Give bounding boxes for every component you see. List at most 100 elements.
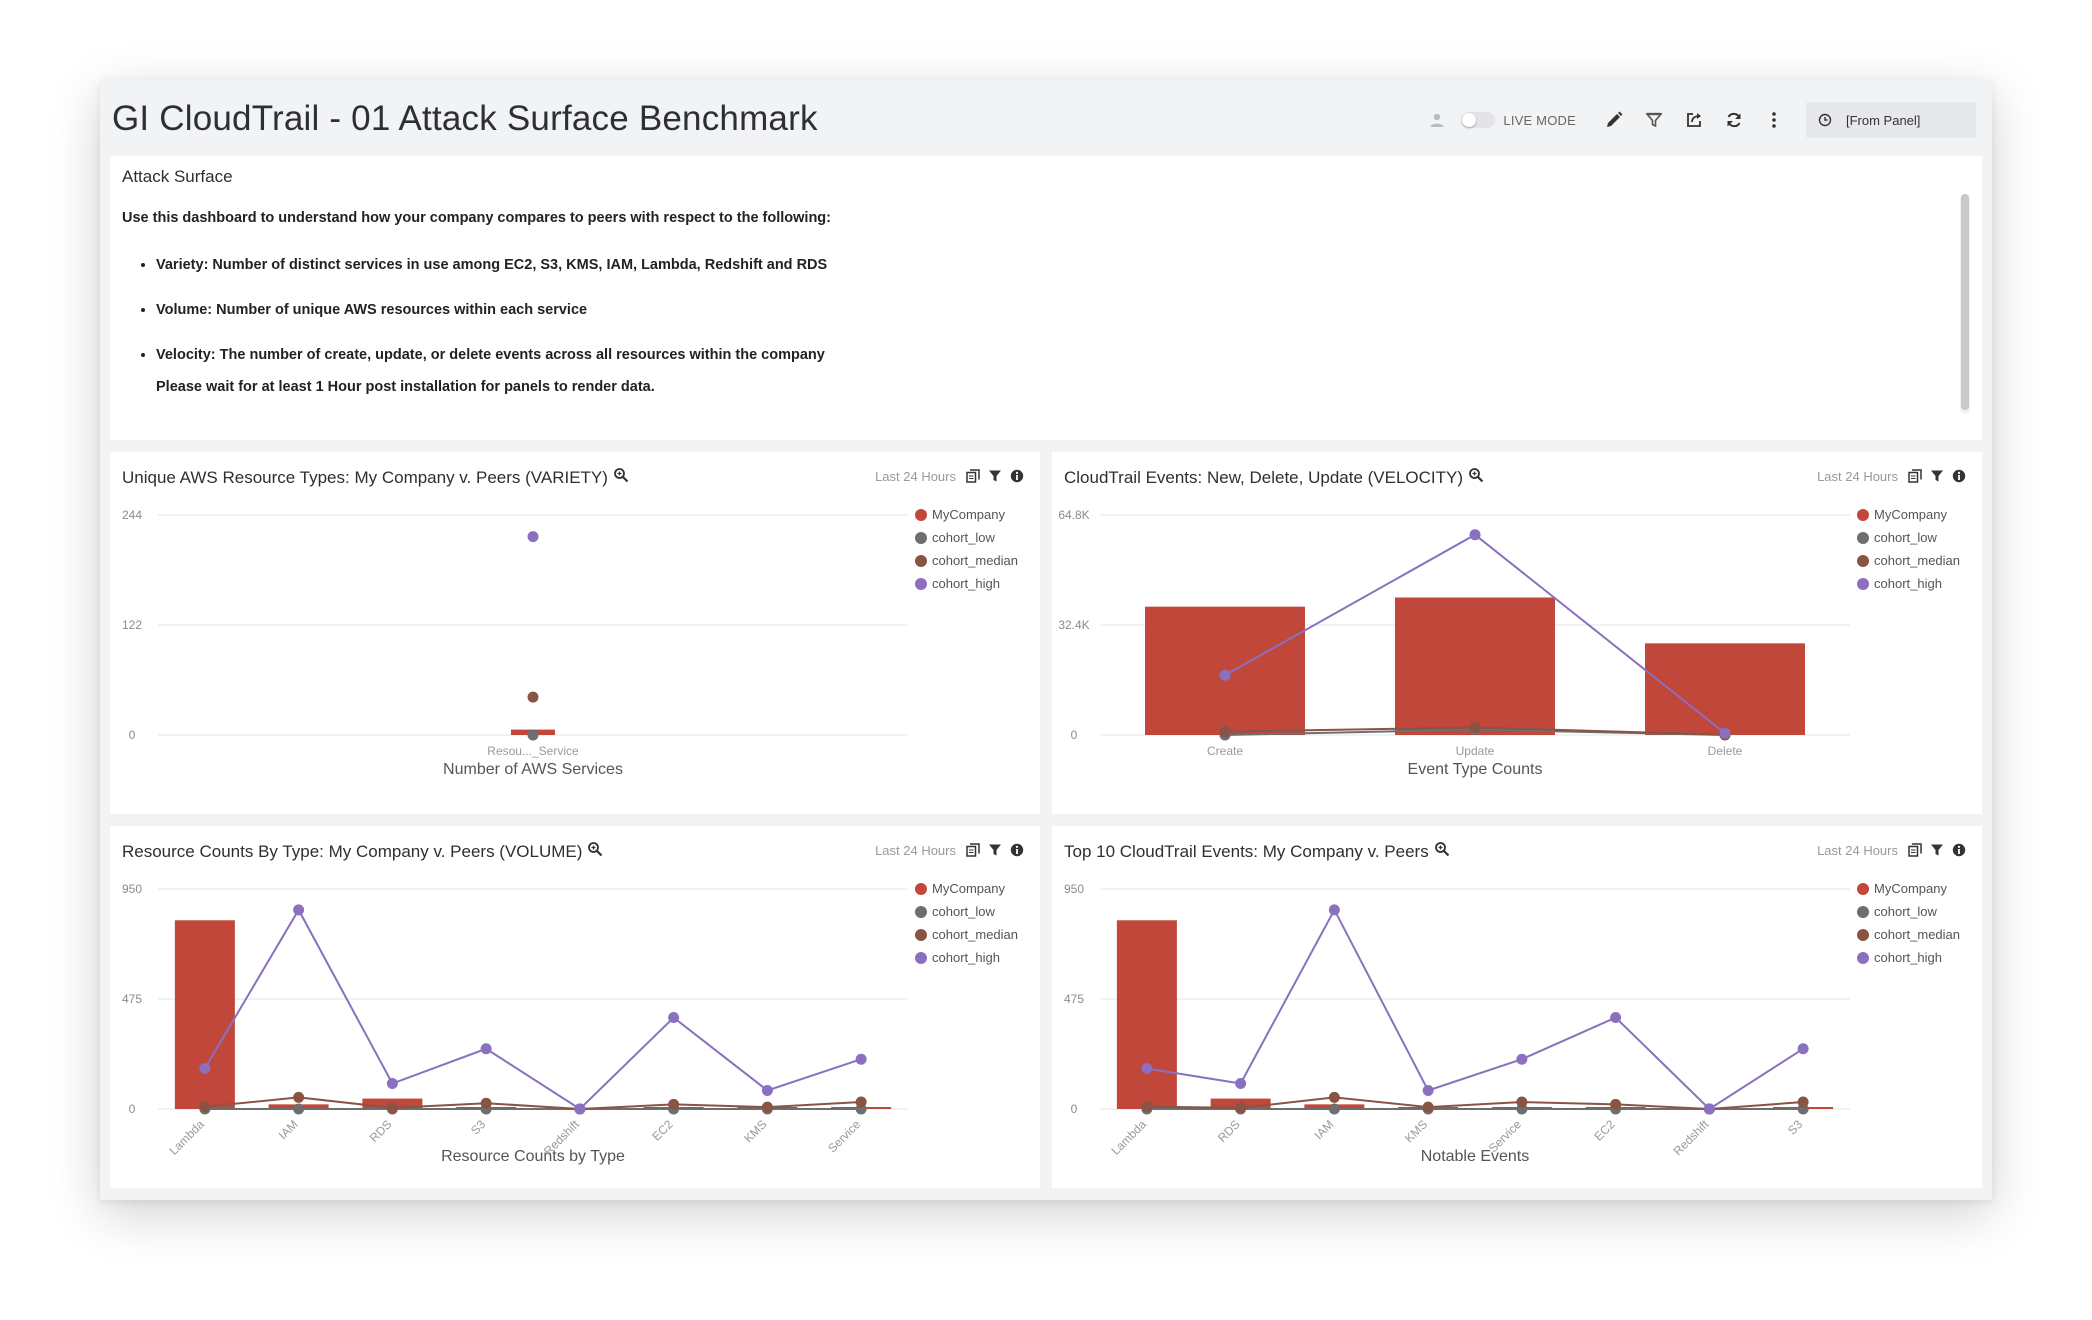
copy-icon[interactable] xyxy=(1904,468,1926,484)
y-tick-label: 950 xyxy=(122,882,142,896)
legend-dot xyxy=(915,577,927,590)
legend-item-mycompany[interactable]: MyCompany xyxy=(915,877,1018,900)
text-panel-scrollbar[interactable] xyxy=(1960,194,1970,414)
panel-velocity: CloudTrail Events: New, Delete, Update (… xyxy=(1052,452,1982,814)
x-axis-title: Notable Events xyxy=(1420,1148,1530,1165)
zoom-icon[interactable] xyxy=(582,841,603,862)
x-tick-label: KMS xyxy=(1402,1117,1430,1145)
y-tick-label: 64.8K xyxy=(1058,508,1089,522)
info-icon[interactable] xyxy=(1948,468,1970,484)
live-mode-label: LIVE MODE xyxy=(1503,112,1576,128)
legend-item-cohort-high[interactable]: cohort_high xyxy=(915,946,1018,969)
legend-item-cohort-high[interactable]: cohort_high xyxy=(915,572,1018,595)
legend-item-cohort-high[interactable]: cohort_high xyxy=(1857,572,1960,595)
y-tick-label: 475 xyxy=(122,992,142,1006)
x-tick-label: S3 xyxy=(468,1117,489,1138)
info-icon[interactable] xyxy=(1006,468,1028,484)
chart-svg: 0 122 244 Resou..._Service xyxy=(122,508,908,758)
more-options-button[interactable] xyxy=(1754,102,1794,138)
legend-item-cohort-low[interactable]: cohort_low xyxy=(1857,526,1960,549)
zoom-icon[interactable] xyxy=(608,467,629,488)
legend-label: cohort_median xyxy=(1874,553,1960,568)
edit-button[interactable] xyxy=(1594,102,1634,138)
point-cohort-high xyxy=(1719,727,1731,739)
filter-button[interactable] xyxy=(1634,102,1674,138)
legend-label: cohort_low xyxy=(932,530,995,545)
legend-dot xyxy=(915,882,927,895)
legend-item-cohort-median[interactable]: cohort_median xyxy=(1857,549,1960,572)
share-button[interactable] xyxy=(1674,102,1714,138)
legend-item-mycompany[interactable]: MyCompany xyxy=(1857,877,1960,900)
legend-label: cohort_high xyxy=(1874,576,1942,591)
point-cohort-low xyxy=(527,729,539,741)
filter-icon[interactable] xyxy=(984,468,1006,484)
panel-meta: Last 24 Hours xyxy=(875,842,1028,858)
legend-item-cohort-median[interactable]: cohort_median xyxy=(915,923,1018,946)
copy-icon[interactable] xyxy=(1904,842,1926,858)
filter-icon[interactable] xyxy=(1926,468,1948,484)
panel-top-events: Top 10 CloudTrail Events: My Company v. … xyxy=(1052,826,1982,1188)
legend-dot xyxy=(1857,951,1869,964)
copy-icon[interactable] xyxy=(962,468,984,484)
zoom-icon[interactable] xyxy=(1463,467,1484,488)
x-tick-label: S3 xyxy=(1785,1117,1806,1138)
legend-label: MyCompany xyxy=(932,881,1005,896)
note-text: Please wait for at least 1 Hour post ins… xyxy=(156,379,655,395)
live-mode-toggle[interactable] xyxy=(1461,112,1496,128)
dashboard-frame: GI CloudTrail - 01 Attack Surface Benchm… xyxy=(100,80,1992,1200)
time-range-label: [From Panel] xyxy=(1846,112,1921,128)
filter-icon[interactable] xyxy=(984,842,1006,858)
panel-title: Unique AWS Resource Types: My Company v.… xyxy=(122,467,629,488)
legend-label: MyCompany xyxy=(1874,507,1947,522)
x-axis-title: Event Type Counts xyxy=(1407,761,1543,778)
point-cohort-high xyxy=(527,531,539,543)
scrollbar-thumb[interactable] xyxy=(1961,194,1969,410)
legend-label: cohort_low xyxy=(932,904,995,919)
legend-item-mycompany[interactable]: MyCompany xyxy=(915,503,1018,526)
point-cohort-high xyxy=(293,904,305,916)
chart-legend: MyCompany cohort_low cohort_median cohort_h… xyxy=(915,503,1018,595)
panel-title: CloudTrail Events: New, Delete, Update (… xyxy=(1064,467,1484,488)
point-cohort-high xyxy=(1219,669,1231,681)
legend-item-cohort-low[interactable]: cohort_low xyxy=(1857,900,1960,923)
legend-item-cohort-median[interactable]: cohort_median xyxy=(1857,923,1960,946)
point-cohort-median xyxy=(1469,722,1481,734)
point-cohort-median xyxy=(855,1096,867,1108)
point-cohort-low xyxy=(293,1103,305,1115)
info-icon[interactable] xyxy=(1006,842,1028,858)
refresh-button[interactable] xyxy=(1714,102,1754,138)
x-tick-label: Service xyxy=(825,1117,863,1155)
copy-icon[interactable] xyxy=(962,842,984,858)
time-range-label: Last 24 Hours xyxy=(875,468,956,484)
legend-item-cohort-low[interactable]: cohort_low xyxy=(915,900,1018,923)
toggle-knob xyxy=(1462,113,1477,127)
legend-item-cohort-low[interactable]: cohort_low xyxy=(915,526,1018,549)
filter-icon[interactable] xyxy=(1926,842,1948,858)
point-cohort-high xyxy=(386,1078,398,1090)
legend-item-cohort-median[interactable]: cohort_median xyxy=(915,549,1018,572)
legend-item-cohort-high[interactable]: cohort_high xyxy=(1857,946,1960,969)
point-cohort-high xyxy=(1328,904,1340,916)
point-cohort-median xyxy=(761,1101,773,1113)
y-tick-label: 0 xyxy=(1071,1102,1078,1116)
y-tick-label: 0 xyxy=(129,728,136,742)
legend-dot xyxy=(1857,554,1869,567)
time-range-selector[interactable]: [From Panel] xyxy=(1806,102,1976,138)
y-tick-label: 122 xyxy=(122,618,142,632)
zoom-icon[interactable] xyxy=(1429,841,1450,862)
info-icon[interactable] xyxy=(1948,842,1970,858)
x-tick-label: Lambda xyxy=(166,1117,207,1158)
point-cohort-median xyxy=(1141,1101,1153,1113)
legend-item-mycompany[interactable]: MyCompany xyxy=(1857,503,1960,526)
y-tick-label: 475 xyxy=(1064,992,1084,1006)
point-cohort-median xyxy=(1422,1101,1434,1113)
legend-dot xyxy=(1857,531,1869,544)
chart-svg: 0 475 950 Lambda IAM RDS S3 Redshift EC2 KMS Servi… xyxy=(122,882,908,1158)
legend-dot xyxy=(915,508,927,521)
point-cohort-high xyxy=(1516,1053,1528,1065)
chart-legend: MyCompany cohort_low cohort_median cohort_h… xyxy=(1857,877,1960,969)
point-cohort-high xyxy=(480,1043,492,1055)
clock-icon xyxy=(1818,113,1832,127)
bullet-list: Variety: Number of distinct services in … xyxy=(122,256,1942,364)
chart-svg: 0 475 950 Lambda RDS IAM KMS Service EC2 Redshift… xyxy=(1064,882,1850,1158)
